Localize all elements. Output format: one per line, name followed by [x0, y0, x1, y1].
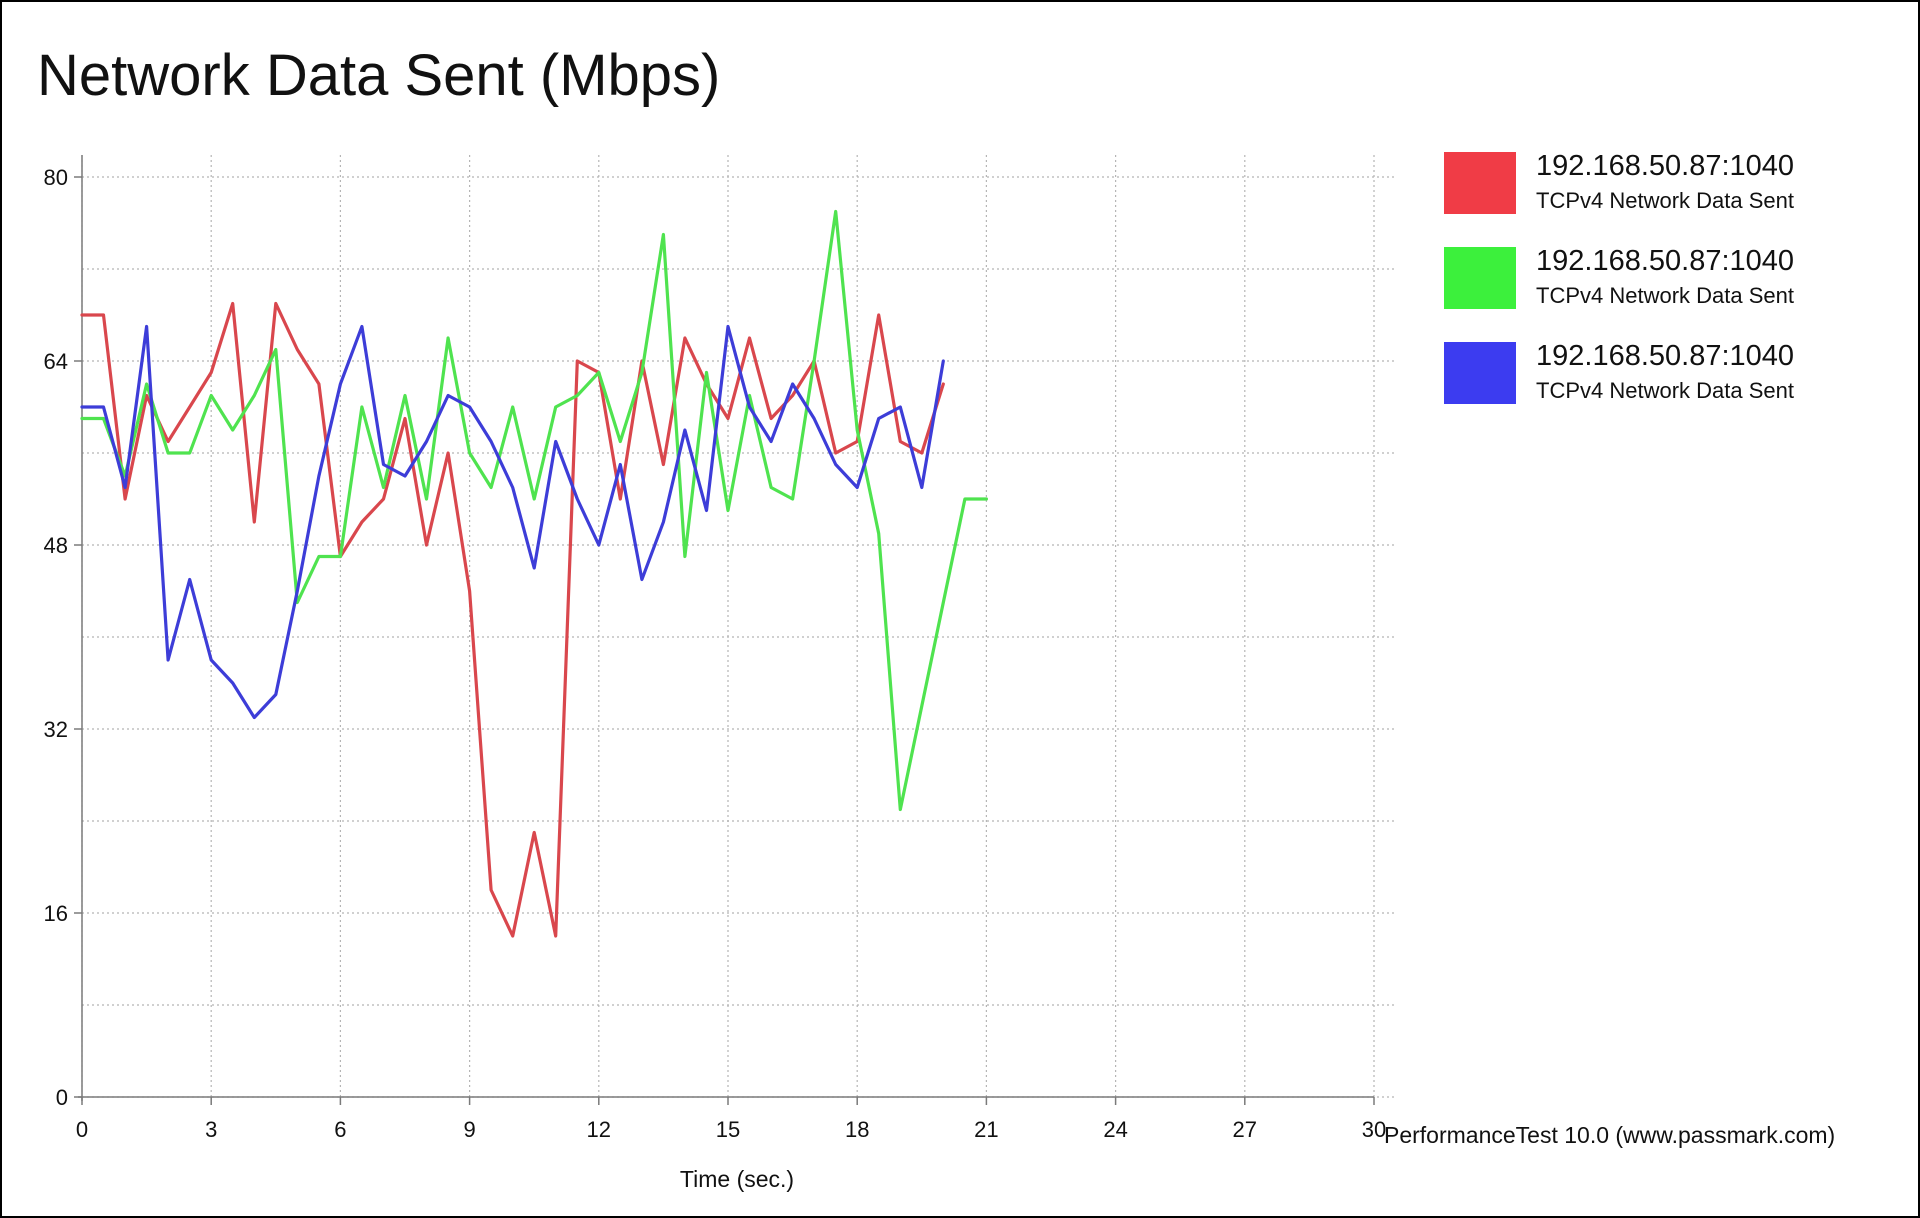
x-tick-label: 21 [974, 1117, 998, 1142]
x-tick-label: 24 [1103, 1117, 1127, 1142]
legend-series-description: TCPv4 Network Data Sent [1536, 188, 1794, 213]
axes [74, 155, 1375, 1105]
x-tick-label: 15 [716, 1117, 740, 1142]
legend-swatch [1444, 247, 1516, 309]
grid [81, 155, 1396, 1098]
legend-item: 192.168.50.87:1040 TCPv4 Network Data Se… [1444, 148, 1884, 243]
x-axis-label: Time (sec.) [680, 1166, 794, 1192]
y-tick-label: 48 [44, 533, 68, 558]
x-tick-label: 3 [205, 1117, 217, 1142]
x-tick-label: 6 [334, 1117, 346, 1142]
legend: 192.168.50.87:1040 TCPv4 Network Data Se… [1444, 148, 1884, 433]
series-line-2 [80, 209, 989, 812]
y-tick-label: 80 [44, 165, 68, 190]
legend-swatch [1444, 342, 1516, 404]
y-tick-label: 16 [44, 901, 68, 926]
legend-series-name: 192.168.50.87:1040 [1536, 245, 1795, 277]
legend-series-name: 192.168.50.87:1040 [1536, 150, 1795, 182]
x-tick-label: 27 [1233, 1117, 1257, 1142]
legend-item: 192.168.50.87:1040 TCPv4 Network Data Se… [1444, 243, 1884, 338]
legend-item: 192.168.50.87:1040 TCPv4 Network Data Se… [1444, 338, 1884, 433]
tick-labels: 0 16 32 48 64 80 0 3 6 9 12 15 18 21 24 27 30 [44, 165, 1387, 1142]
legend-swatch [1444, 152, 1516, 214]
x-tick-label: 0 [76, 1117, 88, 1142]
credit-text: PerformanceTest 10.0 (www.passmark.com) [1384, 1122, 1836, 1148]
series-lines [80, 209, 989, 938]
x-tick-label: 12 [587, 1117, 611, 1142]
legend-series-description: TCPv4 Network Data Sent [1536, 378, 1794, 403]
series-line-3 [80, 324, 945, 720]
series-line-1 [80, 301, 945, 938]
chart-title: Network Data Sent (Mbps) [37, 43, 721, 108]
x-tick-label: 9 [463, 1117, 475, 1142]
legend-series-description: TCPv4 Network Data Sent [1536, 283, 1794, 308]
y-tick-label: 0 [56, 1085, 68, 1110]
legend-series-name: 192.168.50.87:1040 [1536, 340, 1795, 372]
x-tick-label: 18 [845, 1117, 869, 1142]
y-tick-label: 32 [44, 717, 68, 742]
x-tick-label: 30 [1362, 1117, 1386, 1142]
y-tick-label: 64 [44, 349, 68, 374]
